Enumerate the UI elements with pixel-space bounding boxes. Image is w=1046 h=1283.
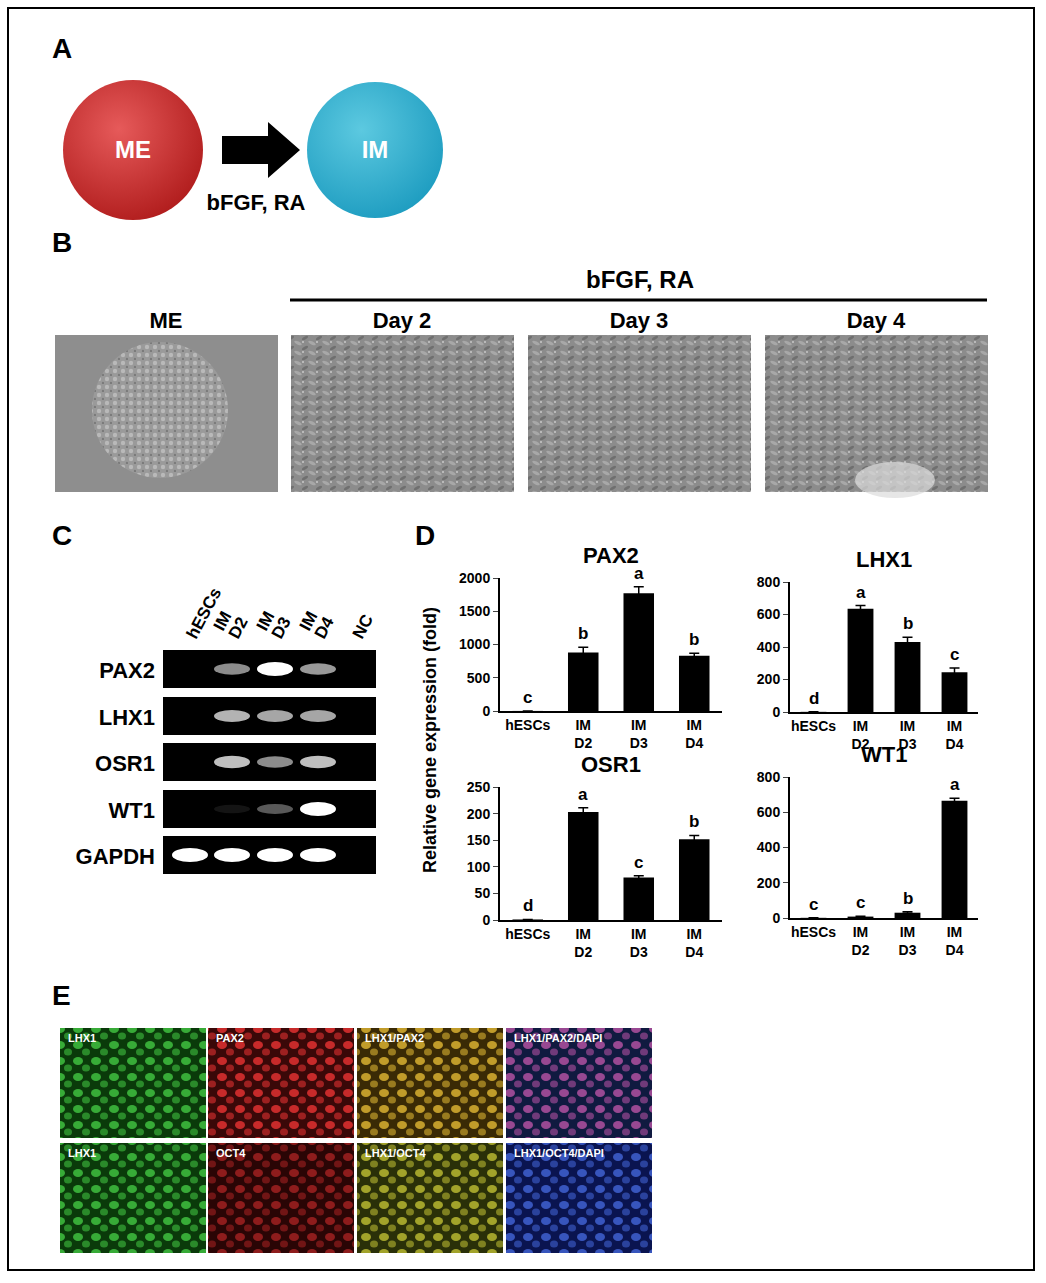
svg-text:IMD2: IMD2	[574, 926, 592, 960]
svg-text:1000: 1000	[459, 636, 490, 652]
svg-text:Relative gene expression (fold: Relative gene expression (fold)	[420, 607, 440, 873]
svg-text:0: 0	[482, 912, 490, 928]
svg-text:600: 600	[757, 606, 781, 622]
svg-text:GAPDH: GAPDH	[76, 844, 155, 869]
svg-text:b: b	[578, 624, 588, 643]
svg-text:2000: 2000	[459, 570, 490, 586]
svg-text:hESCs: hESCs	[182, 584, 226, 642]
svg-text:bFGF, RA: bFGF, RA	[586, 266, 694, 293]
svg-text:C: C	[52, 520, 72, 551]
svg-text:a: a	[950, 775, 960, 794]
svg-text:800: 800	[757, 574, 781, 590]
svg-text:hESCs: hESCs	[505, 926, 550, 942]
svg-text:c: c	[523, 688, 532, 707]
svg-text:400: 400	[757, 639, 781, 655]
svg-text:b: b	[903, 614, 913, 633]
svg-text:a: a	[578, 785, 588, 804]
svg-text:IMD3: IMD3	[899, 718, 917, 752]
svg-text:200: 200	[757, 875, 781, 891]
svg-text:A: A	[52, 33, 72, 64]
svg-text:LHX1: LHX1	[68, 1147, 96, 1159]
svg-text:c: c	[634, 853, 643, 872]
svg-text:600: 600	[757, 804, 781, 820]
svg-text:250: 250	[467, 779, 491, 795]
svg-text:IMD2: IMD2	[574, 717, 592, 751]
svg-text:B: B	[52, 227, 72, 258]
svg-text:b: b	[689, 630, 699, 649]
svg-text:hESCs: hESCs	[791, 924, 836, 940]
svg-text:800: 800	[757, 769, 781, 785]
svg-text:c: c	[950, 645, 959, 664]
svg-text:0: 0	[482, 703, 490, 719]
svg-text:ME: ME	[150, 308, 183, 333]
svg-text:LHX1/OCT4: LHX1/OCT4	[365, 1147, 426, 1159]
svg-text:PAX2: PAX2	[216, 1032, 244, 1044]
svg-text:IMD4: IMD4	[946, 924, 964, 958]
svg-text:50: 50	[475, 885, 491, 901]
svg-text:D3: D3	[268, 614, 295, 642]
svg-text:hESCs: hESCs	[505, 717, 550, 733]
svg-text:IMD3: IMD3	[630, 926, 648, 960]
svg-text:LHX1: LHX1	[856, 547, 912, 572]
svg-text:Day 4: Day 4	[847, 308, 906, 333]
svg-text:0: 0	[772, 704, 780, 720]
svg-text:NC: NC	[349, 611, 377, 642]
svg-text:LHX1/OCT4/DAPI: LHX1/OCT4/DAPI	[514, 1147, 604, 1159]
svg-text:100: 100	[467, 859, 491, 875]
svg-text:Day 2: Day 2	[373, 308, 432, 333]
svg-text:IMD4: IMD4	[685, 717, 703, 751]
svg-text:IM: IM	[252, 608, 279, 634]
svg-text:bFGF, RA: bFGF, RA	[207, 190, 306, 215]
svg-text:Day 3: Day 3	[610, 308, 669, 333]
svg-text:hESCs: hESCs	[791, 718, 836, 734]
svg-text:200: 200	[757, 671, 781, 687]
svg-text:PAX2: PAX2	[99, 658, 155, 683]
svg-text:D: D	[415, 520, 435, 551]
svg-text:IMD2: IMD2	[852, 718, 870, 752]
svg-text:PAX2: PAX2	[583, 543, 639, 568]
svg-text:400: 400	[757, 839, 781, 855]
svg-text:IMD2: IMD2	[852, 924, 870, 958]
svg-text:IM: IM	[295, 608, 322, 634]
svg-text:D4: D4	[311, 613, 338, 642]
svg-text:b: b	[689, 812, 699, 831]
svg-text:d: d	[809, 689, 819, 708]
svg-text:OCT4: OCT4	[216, 1147, 246, 1159]
svg-text:IM: IM	[209, 608, 236, 634]
svg-text:ME: ME	[115, 136, 151, 163]
svg-text:LHX1/PAX2: LHX1/PAX2	[365, 1032, 424, 1044]
svg-text:c: c	[856, 893, 865, 912]
svg-text:1500: 1500	[459, 603, 490, 619]
svg-text:c: c	[809, 895, 818, 914]
svg-text:0: 0	[772, 910, 780, 926]
svg-text:WT1: WT1	[861, 742, 907, 767]
svg-text:IMD3: IMD3	[630, 717, 648, 751]
svg-text:b: b	[903, 889, 913, 908]
svg-text:OSR1: OSR1	[95, 751, 155, 776]
svg-text:IM: IM	[362, 136, 389, 163]
svg-text:a: a	[856, 583, 866, 602]
svg-text:WT1: WT1	[109, 798, 155, 823]
svg-text:a: a	[634, 564, 644, 583]
svg-text:LHX1: LHX1	[68, 1032, 96, 1044]
svg-text:d: d	[523, 896, 533, 915]
svg-text:E: E	[52, 980, 71, 1011]
svg-text:IMD4: IMD4	[946, 718, 964, 752]
svg-text:150: 150	[467, 832, 491, 848]
svg-text:OSR1: OSR1	[581, 752, 641, 777]
svg-text:500: 500	[467, 670, 491, 686]
svg-text:D2: D2	[225, 614, 252, 642]
svg-text:IMD4: IMD4	[685, 926, 703, 960]
svg-text:200: 200	[467, 806, 491, 822]
svg-text:LHX1: LHX1	[99, 705, 155, 730]
svg-text:IMD3: IMD3	[899, 924, 917, 958]
svg-text:LHX1/PAX2/DAPI: LHX1/PAX2/DAPI	[514, 1032, 602, 1044]
